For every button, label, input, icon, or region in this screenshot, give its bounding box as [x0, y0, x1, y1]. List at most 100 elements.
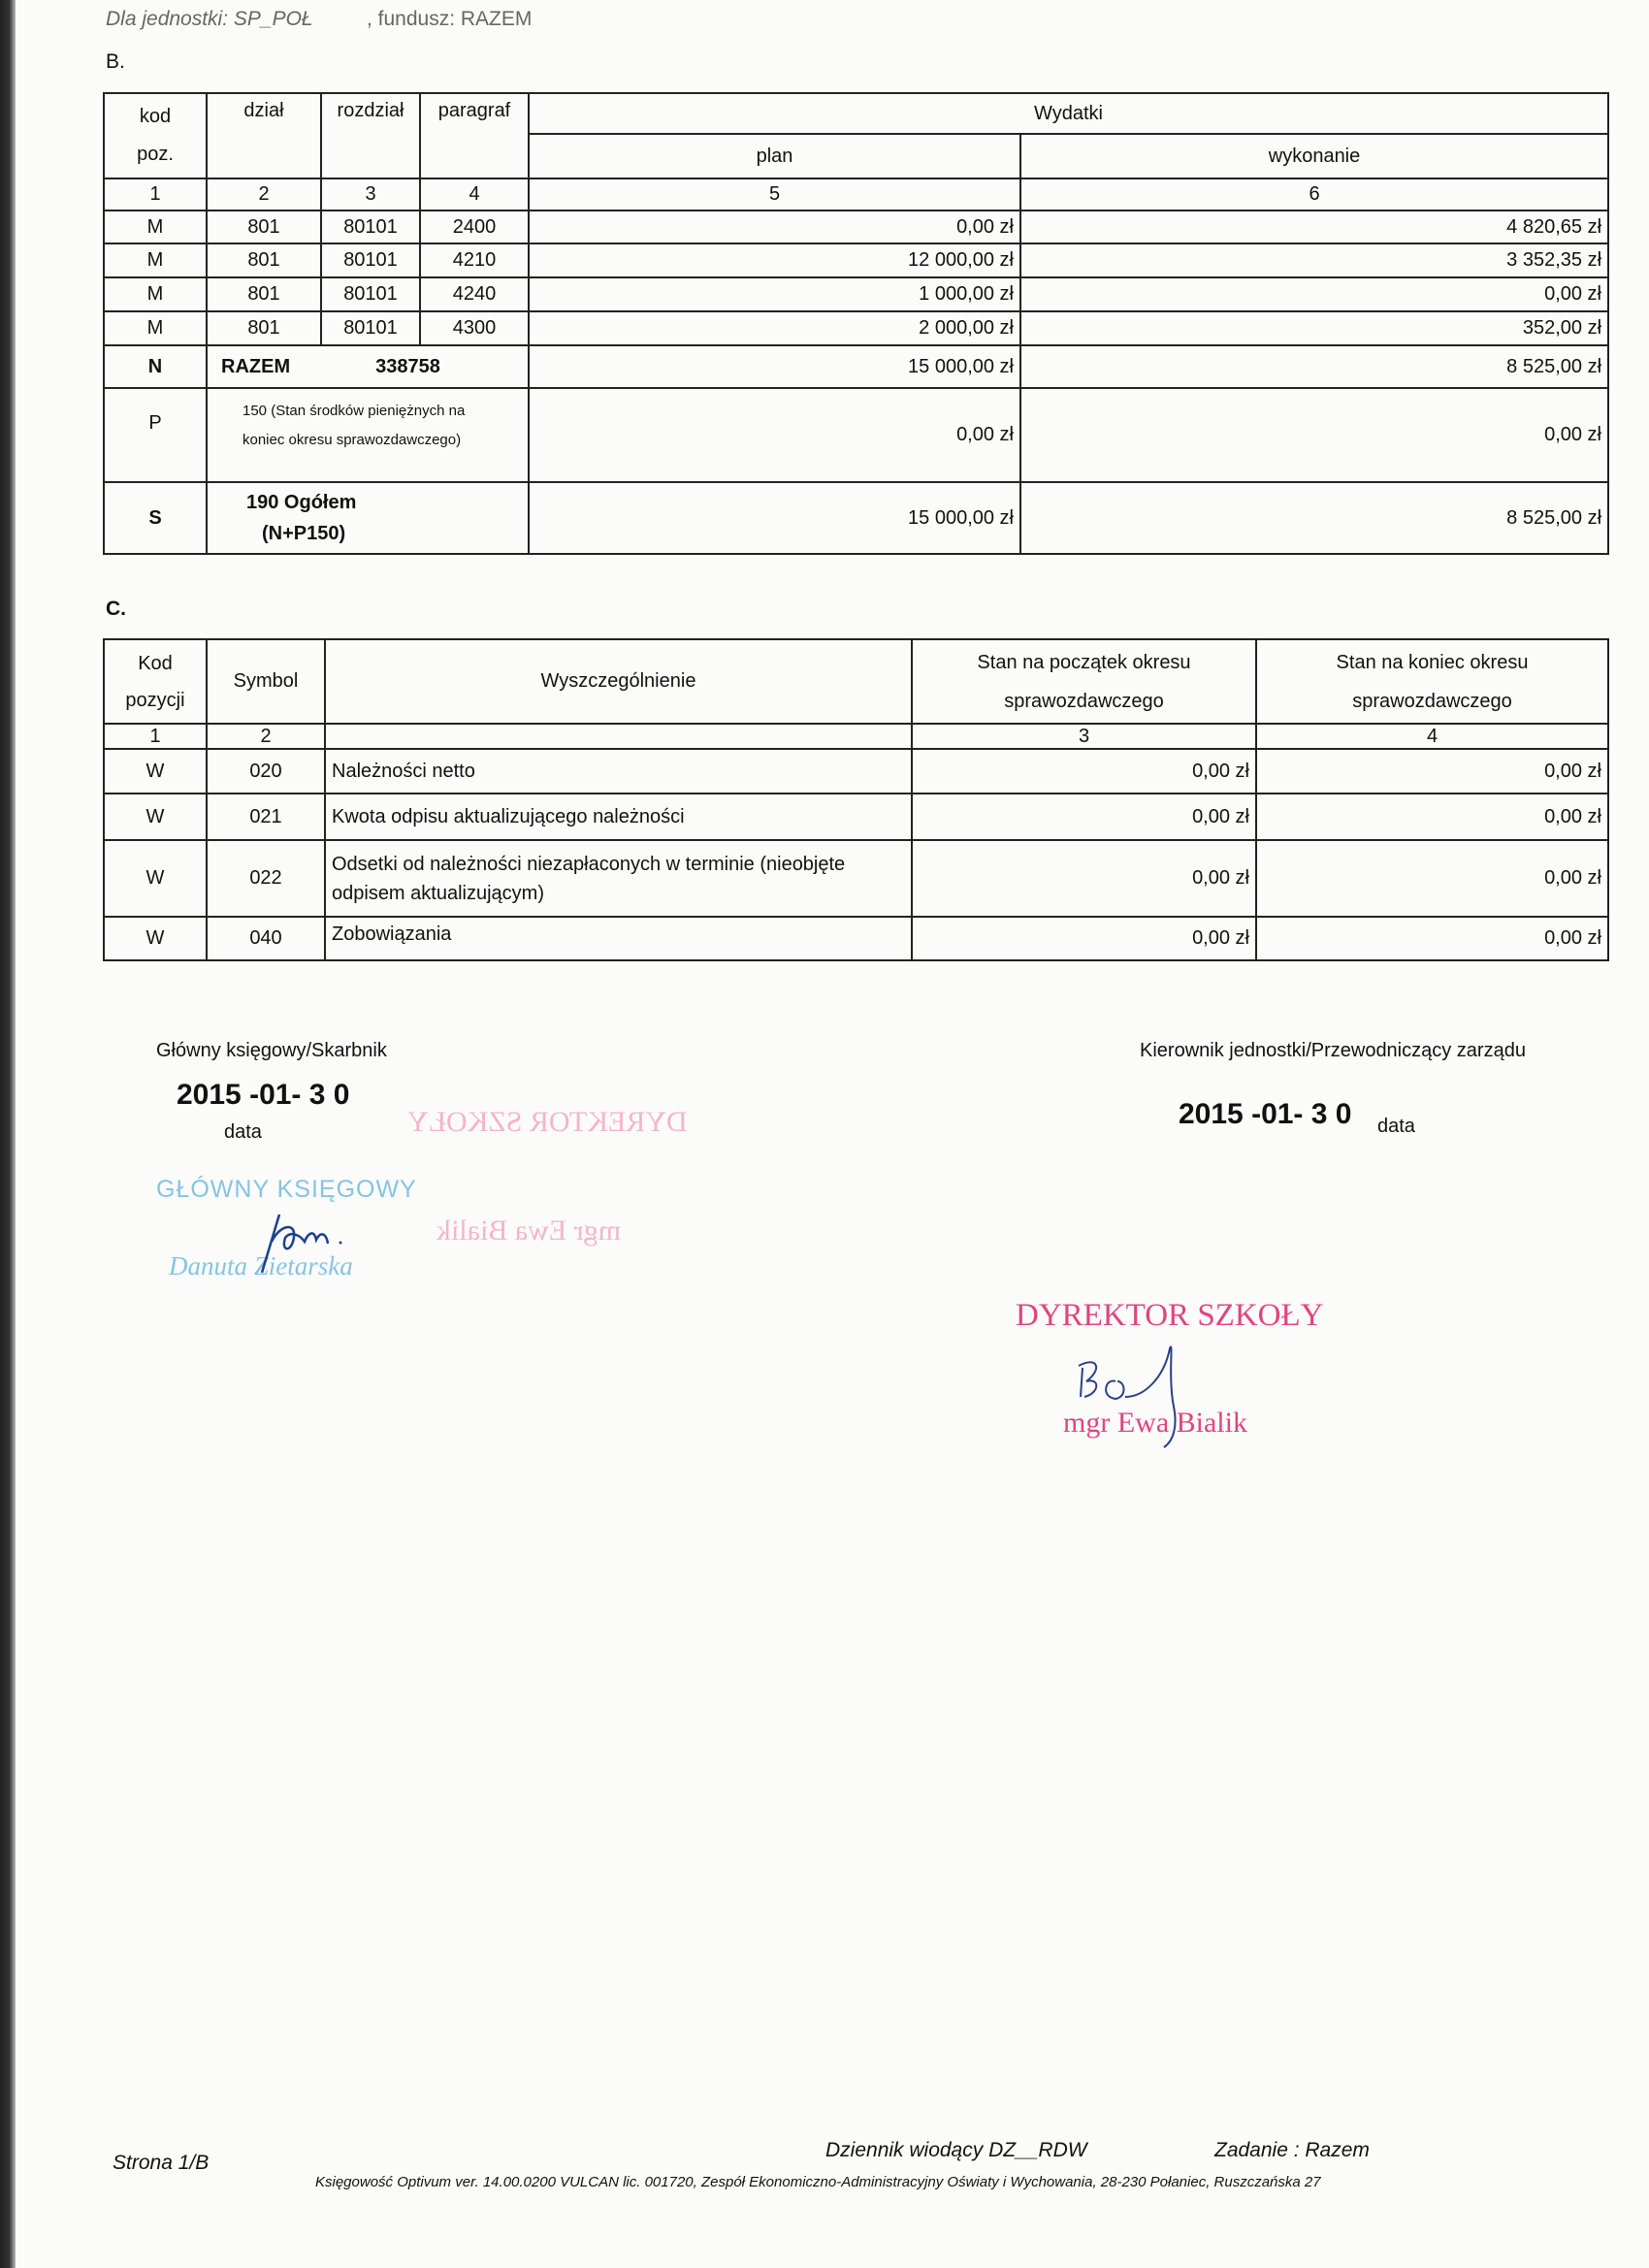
cell-kod: M: [103, 310, 208, 346]
cell-end: 0,00 zł: [1255, 748, 1609, 794]
right-date-label: data: [1377, 1116, 1415, 1137]
cell-dzial: 801: [206, 310, 322, 346]
mirrored-stamp-name: mgr Ewa Bialik: [436, 1215, 621, 1247]
cell-plan: 2 000,00 zł: [528, 310, 1021, 346]
cell-wykonanie: 4 820,65 zł: [1018, 210, 1610, 244]
cell-rozdzial: 80101: [320, 210, 421, 244]
cell-total-label: RAZEM 338758: [206, 344, 530, 389]
cell-start: 0,00 zł: [911, 839, 1257, 918]
table-row: W 020 Należności netto 0,00 zł 0,00 zł: [103, 748, 1609, 794]
cell-end: 0,00 zł: [1255, 839, 1609, 918]
cell-kod: M: [103, 210, 208, 244]
expenses-table: kod poz. dział rozdział paragraf Wydatki …: [103, 92, 1610, 555]
cell-wykonanie: 0,00 zł: [1018, 276, 1610, 312]
cell-dzial: 801: [206, 210, 322, 244]
task-label: Zadanie : Razem: [1214, 2139, 1370, 2161]
table-row: M 801 80101 2400 0,00 zł 4 820,65 zł: [103, 210, 1610, 244]
chief-accountant-signature: [260, 1214, 342, 1274]
cell-kod: W: [103, 916, 208, 961]
table-row: W 022 Odsetki od należności niezapłacony…: [103, 839, 1609, 918]
chief-accountant-stamp-name: Danuta Zietarska: [169, 1251, 353, 1280]
left-date-stamp: 2015 -01- 3 0: [177, 1079, 350, 1111]
cell-desc: Odsetki od należności niezapłaconych w t…: [324, 839, 913, 918]
cell-symbol: 021: [206, 793, 326, 841]
col-number: 1: [103, 723, 208, 750]
cell-wykonanie: 8 525,00 zł: [1018, 481, 1610, 555]
cell-kod: S: [103, 481, 208, 555]
cell-wykonanie: 3 352,35 zł: [1018, 243, 1610, 278]
cell-rozdzial: 80101: [320, 310, 421, 346]
cell-start: 0,00 zł: [911, 748, 1257, 794]
cell-plan: 1 000,00 zł: [528, 276, 1021, 312]
header-wykonanie: wykonanie: [1018, 133, 1610, 179]
cell-rozdzial: 80101: [320, 243, 421, 278]
cell-paragraf: 2400: [419, 210, 530, 244]
col-number: 2: [206, 723, 326, 750]
chief-accountant-stamp-title: GŁÓWNY KSIĘGOWY: [156, 1176, 417, 1203]
cell-paragraf: 4240: [419, 276, 530, 312]
section-b-title: B.: [106, 50, 125, 73]
cell-plan: 12 000,00 zł: [528, 243, 1021, 278]
scan-edge: [0, 0, 16, 2268]
cell-symbol: 022: [206, 839, 326, 918]
header-wyszczegolnienie: Wyszczególnienie: [324, 638, 913, 725]
cell-kod: P: [103, 387, 208, 483]
cell-rozdzial: 80101: [320, 276, 421, 312]
cell-end: 0,00 zł: [1255, 916, 1609, 961]
table-row: M 801 80101 4300 2 000,00 zł 352,00 zł: [103, 310, 1610, 346]
col-number: 5: [528, 178, 1021, 211]
software-info: Księgowość Optivum ver. 14.00.0200 VULCA…: [315, 2174, 1321, 2190]
cell-grand-total-label: 190 Ogółem (N+P150): [206, 481, 530, 555]
cell-kod: M: [103, 243, 208, 278]
cash-row: P 150 (Stan środków pieniężnych na koniec…: [103, 387, 1610, 483]
cell-end: 0,00 zł: [1255, 793, 1609, 841]
cell-paragraf: 4300: [419, 310, 530, 346]
header-kod: Kod pozycji: [103, 638, 208, 725]
col-number: 3: [911, 723, 1257, 750]
col-number: 6: [1018, 178, 1610, 211]
unit-label: Dla jednostki: SP_POŁ: [106, 8, 313, 30]
cell-kod: M: [103, 276, 208, 312]
header-kod: kod poz.: [103, 92, 208, 179]
cell-start: 0,00 zł: [911, 793, 1257, 841]
table-row: W 021 Kwota odpisu aktualizującego należ…: [103, 793, 1609, 841]
col-number: 2: [206, 178, 322, 211]
chief-accountant-title: Główny księgowy/Skarbnik: [156, 1040, 387, 1061]
total-row: N RAZEM 338758 15 000,00 zł 8 525,00 zł: [103, 344, 1610, 389]
cell-kod: W: [103, 748, 208, 794]
director-signature: [1078, 1345, 1177, 1448]
receivables-table: Kod pozycji Symbol Wyszczególnienie Stan …: [103, 638, 1609, 961]
cell-start: 0,00 zł: [911, 916, 1257, 961]
header-symbol: Symbol: [206, 638, 326, 725]
header-start: Stan na początek okresu sprawozdawczego: [911, 638, 1257, 725]
cell-dzial: 801: [206, 276, 322, 312]
col-number: 4: [1255, 723, 1609, 750]
header-plan: plan: [528, 133, 1021, 179]
header-end: Stan na koniec okresu sprawozdawczego: [1255, 638, 1609, 725]
cell-symbol: 040: [206, 916, 326, 961]
header-dzial: dział: [206, 92, 322, 179]
column-numbers-row: 1 2 3 4 5 6: [103, 178, 1610, 211]
cell-plan: 15 000,00 zł: [528, 481, 1021, 555]
left-date-label: data: [224, 1121, 262, 1143]
cell-plan: 0,00 zł: [528, 387, 1021, 483]
cell-paragraf: 4210: [419, 243, 530, 278]
header-paragraf: paragraf: [419, 92, 530, 179]
director-stamp-name: mgr Ewa Bialik: [1063, 1407, 1247, 1439]
cell-symbol: 020: [206, 748, 326, 794]
section-c-title: C.: [106, 598, 126, 620]
col-number: 4: [419, 178, 530, 211]
column-numbers-row: 1 2 3 4: [103, 723, 1609, 750]
director-stamp-title: DYREKTOR SZKOŁY: [1016, 1298, 1324, 1333]
journal-label: Dziennik wiodący DZ__RDW: [825, 2139, 1087, 2161]
cell-desc: Kwota odpisu aktualizującego należności: [324, 793, 913, 841]
header-wydatki: Wydatki: [527, 92, 1610, 135]
page-number: Strona 1/B: [113, 2152, 210, 2174]
cell-plan: 15 000,00 zł: [528, 344, 1021, 389]
cell-plan: 0,00 zł: [528, 210, 1021, 244]
cell-kod: W: [103, 793, 208, 841]
header-rozdzial: rozdział: [320, 92, 421, 179]
mirrored-stamp-title: DYREKTOR SZKOŁY: [407, 1106, 688, 1138]
cell-cash-label: 150 (Stan środków pieniężnych na koniec o…: [206, 387, 530, 483]
right-date-stamp: 2015 -01- 3 0: [1179, 1098, 1352, 1130]
